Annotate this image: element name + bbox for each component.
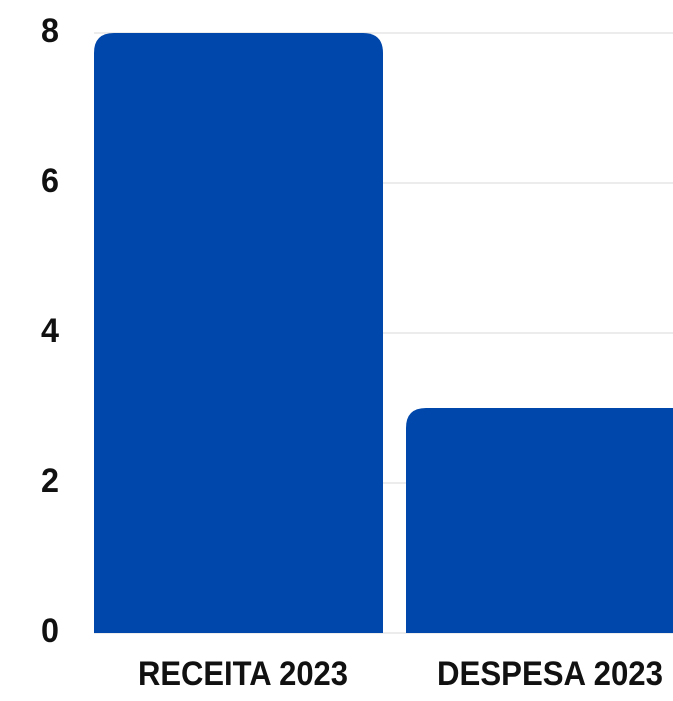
x-category-label: RECEITA 2023 xyxy=(138,655,348,693)
x-category-label: DESPESA 2023 xyxy=(437,655,663,693)
x-axis-labels: RECEITA 2023 DESPESA 2023 xyxy=(138,655,663,693)
bars-layer xyxy=(94,33,673,633)
bar-receita-2023 xyxy=(94,33,383,633)
y-tick-label: 8 xyxy=(41,12,59,50)
y-tick-label: 6 xyxy=(41,162,59,200)
y-tick-label: 4 xyxy=(41,312,59,350)
y-tick-label: 0 xyxy=(41,612,59,650)
y-tick-label: 2 xyxy=(41,462,59,500)
bar-despesa-2023 xyxy=(406,408,673,633)
y-axis-ticks: 0 2 4 6 8 xyxy=(41,12,59,650)
